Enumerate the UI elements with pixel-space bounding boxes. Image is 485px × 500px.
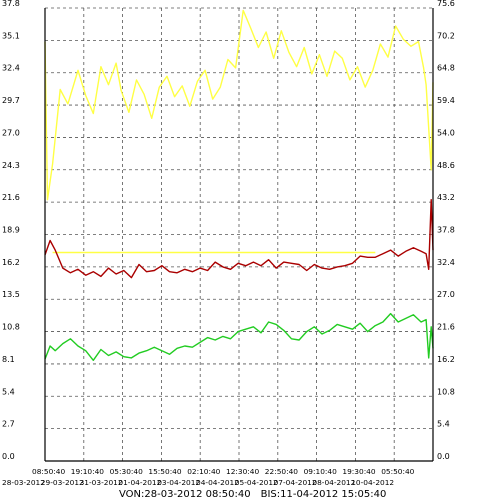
y-left-tick-label: 2.7 [2,420,15,429]
y-right-tick-label: 16.2 [437,355,455,364]
y-left-tick-label: 37.8 [2,0,20,8]
x-date-tick-label: 04-04-2012 [196,478,239,487]
x-date-tick-label: 31-03-2012 [80,478,123,487]
y-left-tick-label: 35.1 [2,31,20,40]
x-time-tick-label: 12:30:40 [226,467,259,476]
von-value: 28-03-2012 08:50:40 [144,489,250,500]
x-time-tick-label: 22:50:40 [265,467,298,476]
x-time-tick-label: 15:50:40 [148,467,181,476]
y-left-tick-label: 0.0 [2,452,15,461]
von-label: VON: [119,489,144,500]
x-tick-labels: 08:50:40 19:10:40 05:30:40 15:50:40 02:10:40… [2,467,415,487]
y-right-tick-label: 10.8 [437,387,455,396]
y-left-tick-label: 29.7 [2,96,20,105]
x-time-tick-label: 05:50:40 [381,467,414,476]
series-line-3 [44,198,434,279]
y-right-tick-label: 21.6 [437,323,455,332]
y-left-tick-label: 32.4 [2,64,20,73]
y-left-tick-label: 27.0 [2,128,20,137]
x-time-tick-label: 19:10:40 [71,467,104,476]
y-left-tick-label: 18.9 [2,226,20,235]
y-right-tick-label: 37.8 [437,226,455,235]
x-time-tick-label: 08:50:40 [32,467,65,476]
y-right-tick-label: 75.6 [437,0,455,8]
y-left-tick-labels: 0.0 2.7 5.4 8.1 10.8 13.5 16.2 18.9 21.6 24.3 27.0… [2,0,20,461]
x-date-tick-label: 29-03-2012 [41,478,84,487]
y-right-tick-label: 32.4 [437,258,455,267]
bis-label: BIS: [261,489,281,500]
series-line-1 [44,9,434,201]
x-time-tick-label: 05:30:40 [110,467,143,476]
y-left-tick-label: 8.1 [2,355,15,364]
plot-frame [44,8,434,462]
footer-text: VON:28-03-2012 08:50:40 BIS:11-04-2012 15… [119,489,386,500]
y-left-tick-label: 10.8 [2,323,20,332]
x-time-tick-label: 09:10:40 [304,467,337,476]
y-right-tick-label: 27.0 [437,290,455,299]
y-left-tick-label: 24.3 [2,161,20,170]
x-date-tick-label: 01-04-2012 [118,478,161,487]
y-left-tick-label: 13.5 [2,290,20,299]
y-right-tick-label: 64.8 [437,64,455,73]
y-left-tick-label: 5.4 [2,387,15,396]
series-group [44,9,434,361]
series-line-4 [44,312,434,361]
x-date-tick-label: 10-04-2012 [351,478,394,487]
x-time-tick-label: 02:10:40 [187,467,220,476]
x-date-tick-label: 28-03-2012 [2,478,45,487]
y-right-tick-label: 43.2 [437,193,455,202]
bis-value: 11-04-2012 15:05:40 [280,489,386,500]
y-right-tick-label: 48.6 [437,161,455,170]
x-date-tick-label: 07-04-2012 [274,478,317,487]
y-right-tick-label: 0.0 [437,452,450,461]
y-right-tick-label: 5.4 [437,420,450,429]
y-right-tick-label: 54.0 [437,128,455,137]
x-date-tick-label: 03-04-2012 [157,478,200,487]
x-time-tick-label: 19:30:40 [342,467,375,476]
x-date-tick-label: 08-04-2012 [312,478,355,487]
x-date-tick-label: 05-04-2012 [235,478,278,487]
y-right-tick-label: 59.4 [437,96,455,105]
y-right-tick-labels: 0.0 5.4 10.8 16.2 21.6 27.0 32.4 37.8 43.2 48.6 54… [437,0,455,461]
y-left-tick-label: 16.2 [2,258,20,267]
y-left-tick-label: 21.6 [2,193,20,202]
y-right-tick-label: 70.2 [437,31,455,40]
grid [45,7,433,462]
